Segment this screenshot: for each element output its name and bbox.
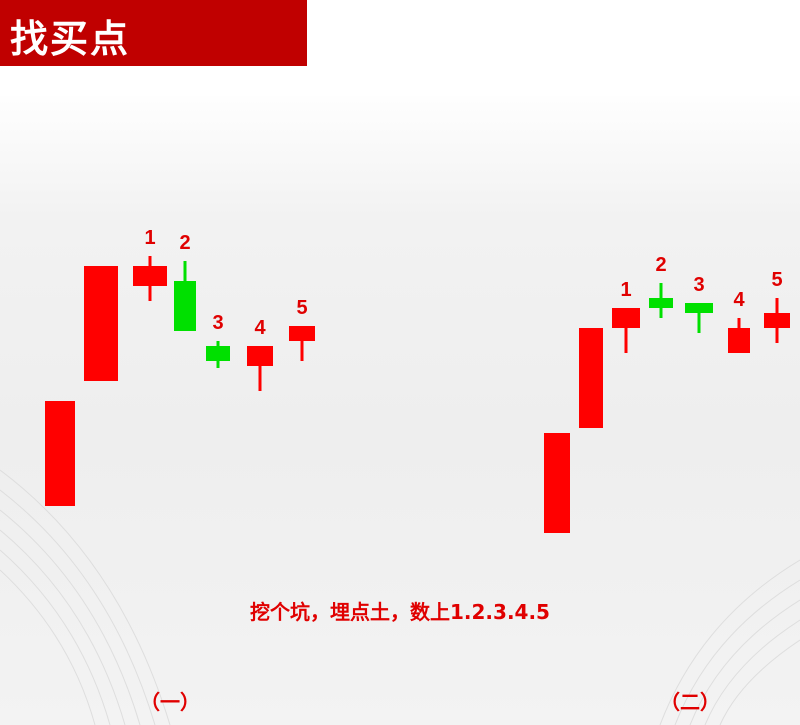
candle-1-1 [45, 401, 75, 506]
page-title: 找买点 [10, 17, 131, 61]
candle-body [579, 328, 603, 428]
title-bar: 找买点 [0, 0, 307, 66]
candle-number-label: 1 [144, 227, 155, 249]
candle-number-label: 4 [733, 289, 745, 311]
candle-number-label: 2 [179, 232, 190, 254]
candle-body [764, 313, 790, 328]
candle-body [544, 433, 570, 533]
candle-1-7: 5 [289, 297, 315, 361]
caption-text: 挖个坑，埋点土，数上1.2.3.4.5 [250, 600, 550, 624]
candle-body [612, 308, 640, 328]
candle-body [728, 328, 750, 353]
candle-body [685, 303, 713, 313]
candle-1-3: 1 [133, 227, 167, 301]
candle-2-2 [579, 328, 603, 428]
candle-2-6: 4 [728, 289, 750, 353]
candle-body [289, 326, 315, 341]
candle-2-5: 3 [685, 274, 713, 333]
candle-body [247, 346, 273, 366]
candle-number-label: 5 [771, 269, 782, 291]
candle-2-3: 1 [612, 279, 640, 353]
candle-1-4: 2 [174, 232, 196, 331]
candle-number-label: 5 [296, 297, 307, 319]
candle-1-6: 4 [247, 317, 273, 391]
candle-body [45, 401, 75, 506]
panel-label-2: （二） [660, 690, 720, 714]
candle-number-label: 3 [693, 274, 704, 296]
candle-number-label: 2 [655, 254, 666, 276]
candle-2-4: 2 [649, 254, 673, 318]
candle-number-label: 3 [212, 312, 223, 334]
candle-1-2 [84, 266, 118, 381]
candle-body [133, 266, 167, 286]
panel-label-1: （一） [140, 690, 200, 714]
candle-2-7: 5 [764, 269, 790, 343]
candle-body [174, 281, 196, 331]
candle-2-1 [544, 433, 570, 533]
candle-body [649, 298, 673, 308]
candle-1-5: 3 [206, 312, 230, 368]
candle-number-label: 4 [254, 317, 266, 339]
candle-body [84, 266, 118, 381]
candle-number-label: 1 [620, 279, 631, 301]
candle-body [206, 346, 230, 361]
